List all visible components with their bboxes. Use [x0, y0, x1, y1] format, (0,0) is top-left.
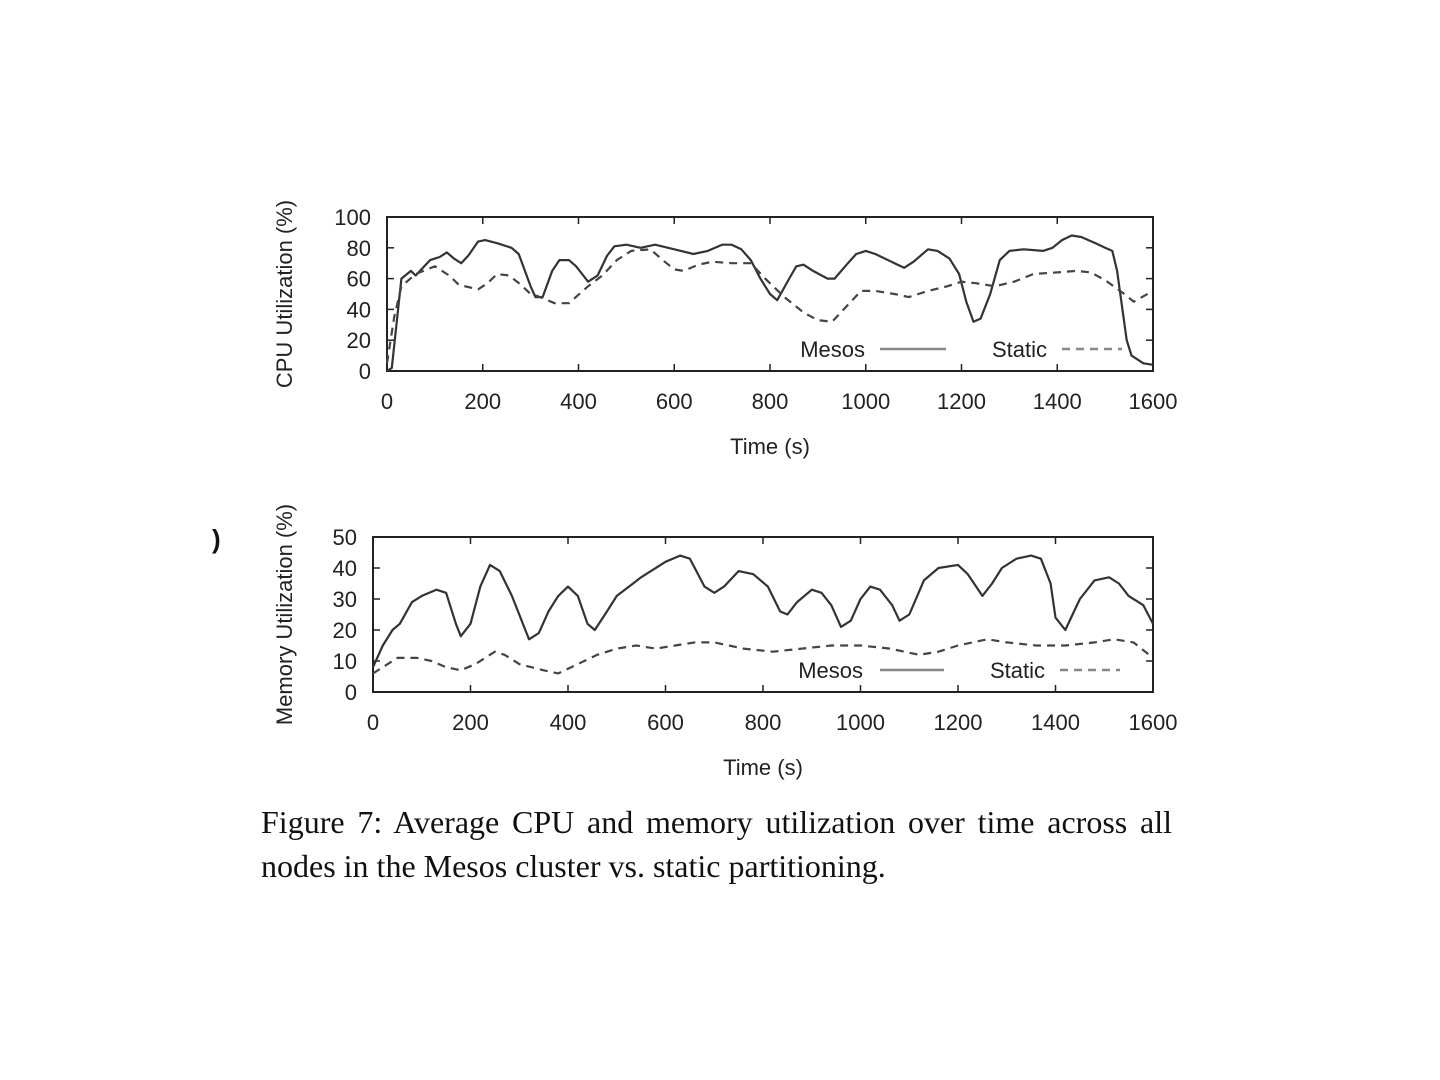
y-tick-label: 0 [345, 680, 357, 705]
x-tick-label: 0 [367, 710, 379, 735]
series-mesos [386, 234, 1154, 372]
y-tick-label: 30 [333, 587, 357, 612]
y-tick-label: 20 [333, 618, 357, 643]
figure-caption: Figure 7: Average CPU and memory utiliza… [261, 804, 1172, 884]
x-tick-label: 400 [550, 710, 587, 735]
x-tick-label: 1000 [841, 389, 890, 414]
x-tick-label: 800 [752, 389, 789, 414]
x-axis-label: Time (s) [723, 755, 803, 780]
x-tick-label: 800 [745, 710, 782, 735]
x-tick-label: 600 [647, 710, 684, 735]
chart-memory: 0 200 400 600 800 1000 1200 1400 1600 0 10 20 30 40 50… [272, 504, 1177, 780]
chart-cpu: 0 200 400 600 800 1000 1200 1400 1600 0 20 40 60 80 10… [272, 200, 1177, 459]
y-tick-label: 40 [333, 556, 357, 581]
x-tick-label: 1600 [1129, 389, 1178, 414]
series-mesos [371, 554, 1154, 668]
legend: Mesos Static [798, 658, 1120, 683]
y-tick-label: 50 [333, 525, 357, 550]
y-tick-label: 10 [333, 649, 357, 674]
y-tick-label: 20 [347, 328, 371, 353]
x-tick-label: 1200 [937, 389, 986, 414]
y-tick-label: 0 [359, 359, 371, 384]
x-tick-label: 1000 [836, 710, 885, 735]
x-tick-label: 400 [560, 389, 597, 414]
legend-label-mesos: Mesos [798, 658, 863, 683]
x-tick-label: 1600 [1129, 710, 1178, 735]
y-tick-label: 100 [334, 205, 371, 230]
legend-label-static: Static [990, 658, 1045, 683]
legend-label-static: Static [992, 337, 1047, 362]
x-tick-label: 1200 [934, 710, 983, 735]
legend-label-mesos: Mesos [800, 337, 865, 362]
legend: Mesos Static [800, 337, 1122, 362]
x-tick-label: 200 [452, 710, 489, 735]
x-tick-label: 600 [656, 389, 693, 414]
y-tick-label: 40 [347, 297, 371, 322]
x-axis-label: Time (s) [730, 434, 810, 459]
series-static [385, 248, 1154, 364]
y-axis-label: CPU Utilization (%) [272, 200, 297, 388]
x-tick-label: 0 [381, 389, 393, 414]
x-tick-label: 1400 [1033, 389, 1082, 414]
y-axis-label: Memory Utilization (%) [272, 504, 297, 725]
y-tick-label: 60 [347, 267, 371, 292]
x-tick-label: 200 [464, 389, 501, 414]
x-tick-label: 1400 [1031, 710, 1080, 735]
stray-mark: ) [212, 524, 221, 554]
y-tick-label: 80 [347, 236, 371, 261]
